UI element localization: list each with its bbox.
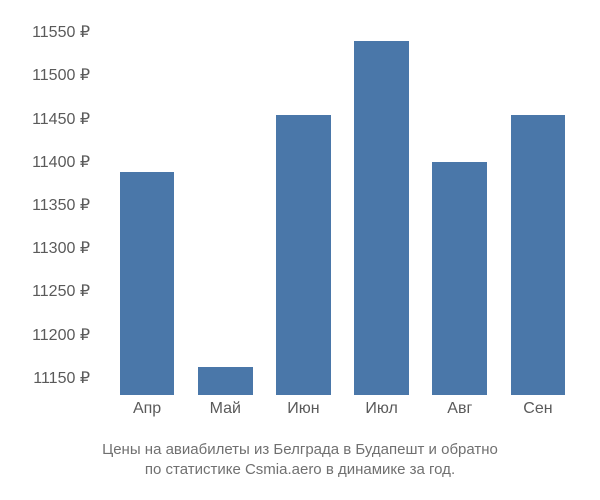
bar-slot	[186, 367, 264, 395]
x-tick-label: Май	[186, 400, 264, 430]
y-tick-label: 11550 ₽	[0, 22, 90, 42]
bar	[276, 115, 331, 395]
y-tick-label: 11200 ₽	[0, 325, 90, 345]
price-chart: 11150 ₽ 11200 ₽ 11250 ₽ 11300 ₽ 11350 ₽ 11400…	[0, 0, 600, 500]
y-tick-label: 11300 ₽	[0, 238, 90, 258]
x-axis: АпрМайИюнИюлАвгСен	[100, 400, 585, 430]
x-tick-label: Авг	[421, 400, 499, 430]
x-tick-label: Июл	[343, 400, 421, 430]
x-tick-label: Апр	[108, 400, 186, 430]
y-tick-label: 11450 ₽	[0, 109, 90, 129]
x-tick-label: Сен	[499, 400, 577, 430]
bar-slot	[108, 172, 186, 395]
x-tick-label: Июн	[264, 400, 342, 430]
y-tick-label: 11350 ₽	[0, 195, 90, 215]
caption-line-1: Цены на авиабилеты из Белграда в Будапеш…	[102, 441, 498, 458]
y-axis: 11150 ₽ 11200 ₽ 11250 ₽ 11300 ₽ 11350 ₽ 11400…	[0, 15, 100, 395]
caption-line-2: по статистике Csmia.aero в динамике за г…	[145, 461, 455, 478]
bar-slot	[343, 41, 421, 395]
chart-caption: Цены на авиабилеты из Белграда в Будапеш…	[0, 440, 600, 481]
bar	[198, 367, 253, 395]
y-tick-label: 11500 ₽	[0, 65, 90, 85]
bar-slot	[264, 115, 342, 395]
y-tick-label: 11250 ₽	[0, 281, 90, 301]
bar	[120, 172, 175, 395]
y-tick-label: 11150 ₽	[0, 368, 90, 388]
bar	[432, 162, 487, 395]
bar-slot	[499, 115, 577, 395]
bar-slot	[421, 162, 499, 395]
y-tick-label: 11400 ₽	[0, 152, 90, 172]
bar	[354, 41, 409, 395]
bar	[511, 115, 566, 395]
bars-container	[100, 15, 585, 395]
plot-area	[100, 15, 585, 395]
